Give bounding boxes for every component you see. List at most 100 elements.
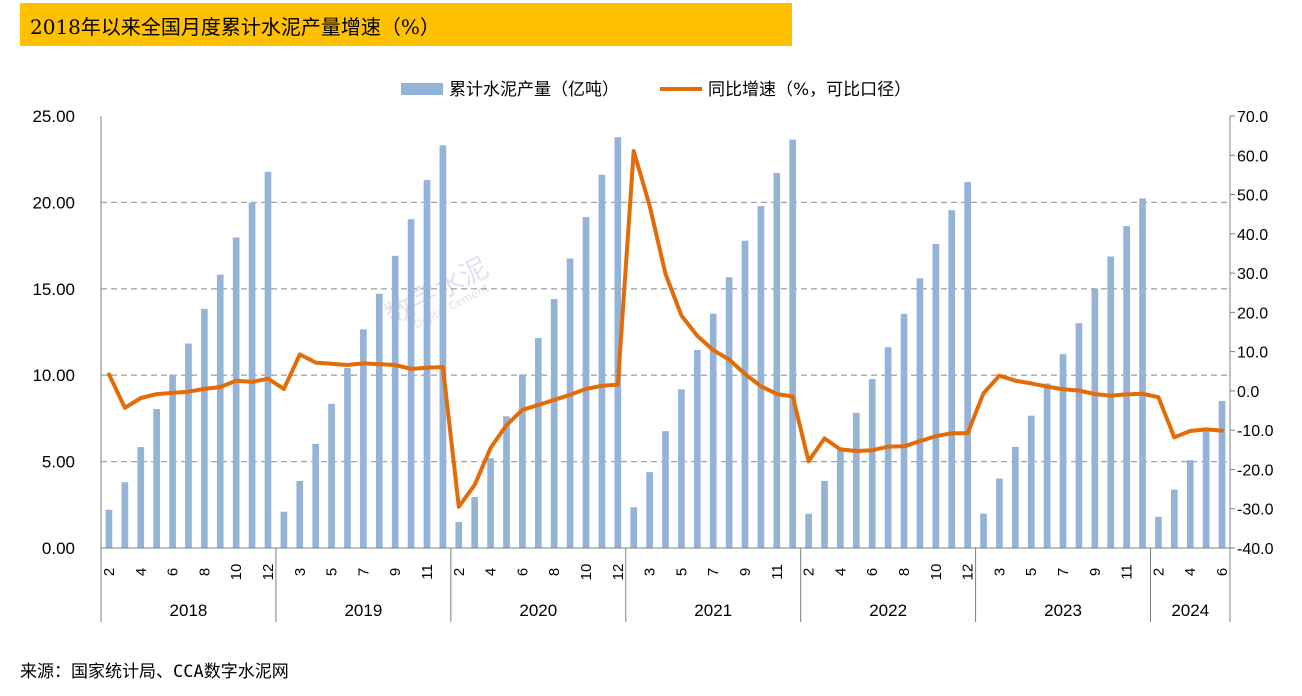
bar [868, 379, 876, 548]
bar [741, 240, 749, 548]
year-label: 2019 [344, 601, 382, 620]
month-tick-label: 9 [737, 568, 754, 576]
bar [646, 472, 653, 548]
bar [264, 171, 272, 549]
month-tick-label: 7 [705, 568, 722, 576]
right-tick-label: 60.0 [1237, 148, 1268, 165]
month-tick-label: 2 [101, 568, 118, 576]
right-tick-label: 50.0 [1237, 188, 1268, 205]
bar [821, 480, 828, 548]
bar [455, 522, 463, 548]
month-tick-label: 10 [928, 564, 945, 581]
month-tick-label: 5 [324, 568, 341, 576]
month-tick-label: 6 [165, 568, 182, 576]
bar [1107, 256, 1115, 548]
month-tick-label: 7 [355, 568, 372, 576]
bar [487, 458, 494, 548]
right-tick-label: 70.0 [1237, 109, 1268, 126]
bar [1011, 446, 1019, 548]
month-tick-label: 6 [1214, 568, 1231, 576]
month-tick-label: 6 [864, 568, 881, 576]
bar [1059, 354, 1067, 548]
bar [1027, 415, 1035, 548]
bar [296, 480, 304, 548]
bar [1123, 226, 1130, 548]
bar-series [105, 137, 1226, 549]
bar [519, 374, 526, 548]
bar [693, 349, 701, 548]
month-tick-label: 2 [801, 568, 818, 576]
left-tick-label: 10.00 [32, 366, 75, 385]
left-tick-label: 5.00 [42, 453, 75, 472]
bar [852, 412, 860, 548]
bar [328, 403, 335, 548]
bar [582, 217, 590, 548]
year-label: 2022 [869, 601, 907, 620]
right-tick-label: 0.0 [1237, 384, 1259, 401]
bar [630, 507, 638, 548]
right-tick-label: 30.0 [1237, 266, 1268, 283]
bar [996, 478, 1003, 548]
month-tick-label: 12 [610, 564, 627, 581]
month-tick-label: 3 [292, 568, 309, 576]
source-note: 来源：国家统计局、CCA数字水泥网 [20, 662, 289, 682]
bar [598, 174, 606, 548]
year-label: 2023 [1044, 601, 1082, 620]
bar [503, 416, 510, 548]
left-tick-label: 20.00 [32, 193, 75, 212]
bar [121, 482, 129, 548]
bar [932, 243, 940, 548]
month-tick-label: 4 [1182, 568, 1199, 576]
month-tick-label: 10 [228, 564, 245, 581]
month-tick-label: 11 [1119, 564, 1136, 580]
bar [169, 374, 176, 548]
year-label: 2020 [519, 601, 557, 620]
left-tick-label: 25.00 [32, 107, 75, 126]
bar [678, 389, 685, 548]
bar [216, 274, 224, 548]
bar [137, 447, 145, 548]
right-tick-label: 10.0 [1237, 345, 1268, 362]
legend: 累计水泥产量（亿吨） 同比增速（%，可比口径） [401, 80, 911, 100]
month-tick-label: 8 [196, 568, 213, 576]
bar [375, 293, 383, 548]
month-tick-label: 9 [387, 568, 404, 576]
month-tick-label: 5 [673, 568, 690, 576]
right-tick-label: -10.0 [1237, 423, 1274, 440]
bar [1186, 460, 1194, 548]
bar [964, 182, 971, 549]
month-tick-label: 9 [1087, 568, 1104, 576]
bar [360, 329, 367, 548]
month-tick-label: 11 [419, 564, 436, 580]
right-tick-label: -40.0 [1237, 541, 1274, 558]
bar [709, 313, 717, 548]
bar [153, 409, 160, 548]
bar [566, 258, 574, 548]
month-tick-label: 11 [769, 564, 786, 580]
bar [916, 278, 924, 548]
year-label: 2021 [694, 601, 732, 620]
month-tick-label: 3 [991, 568, 1008, 576]
bar [407, 219, 415, 548]
month-tick-label: 6 [514, 568, 531, 576]
bar [185, 343, 192, 548]
month-tick-label: 4 [483, 568, 500, 576]
bar [550, 298, 558, 548]
month-tick-label: 5 [1023, 568, 1040, 576]
bar [1155, 516, 1162, 548]
year-label: 2024 [1171, 601, 1209, 620]
month-tick-label: 12 [260, 564, 277, 581]
bar [201, 308, 208, 548]
month-tick-label: 7 [1055, 568, 1072, 576]
month-tick-label: 8 [896, 568, 913, 576]
line-series [107, 149, 1224, 509]
bar [837, 448, 844, 548]
right-tick-label: 40.0 [1237, 227, 1268, 244]
month-tick-label: 4 [832, 568, 849, 576]
chart-title: 2018年以来全国月度累计水泥产量增速（%） [30, 15, 440, 39]
legend-line-label: 同比增速（%，可比口径） [708, 80, 911, 100]
bar [1202, 431, 1210, 548]
bar [423, 179, 431, 548]
right-tick-label: 20.0 [1237, 305, 1268, 322]
